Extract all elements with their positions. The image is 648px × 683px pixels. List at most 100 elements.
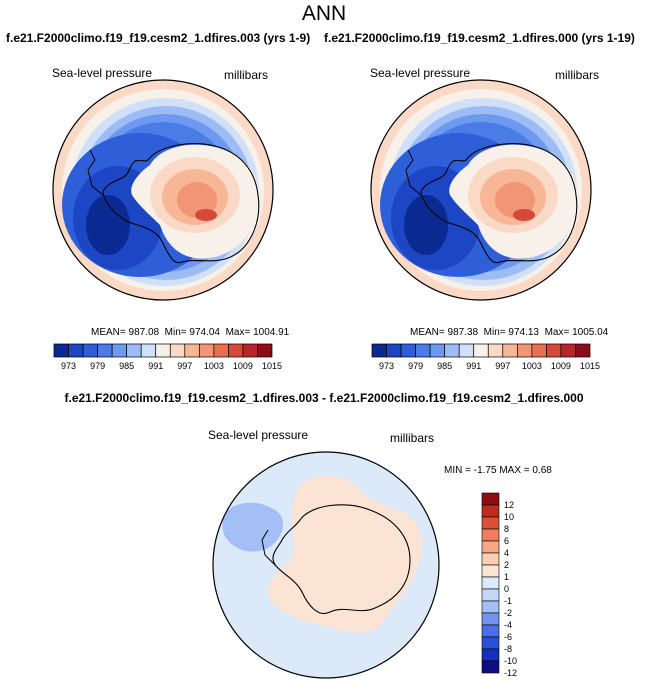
panel-1-max-label: Max= xyxy=(225,327,251,338)
panel-1-colorbar-box xyxy=(169,343,186,358)
panel-1-colorbar-tick-label: 979 xyxy=(90,361,105,371)
diff-colorbar-box xyxy=(481,492,500,506)
panel-1-colorbar-tick-label: 973 xyxy=(61,361,76,371)
panel-1-title: f.e21.F2000climo.f19_f19.cesm2_1.dfires.… xyxy=(6,31,311,45)
diff-stats: MIN = -1.75 MAX = 0.68 xyxy=(444,465,552,476)
panel-2-colorbar-box xyxy=(371,343,387,358)
diff-colorbar-tick-label: 4 xyxy=(504,548,509,558)
panel-2-map-border xyxy=(370,79,592,301)
panel-2-colorbar-box xyxy=(546,343,562,358)
diff-colorbar-box xyxy=(481,504,500,518)
panel-2-stats: MEAN= 987.38 Min= 974.13 Max= 1005.04 xyxy=(410,327,608,338)
panel-1-map xyxy=(53,80,273,300)
diff-max-value: 0.68 xyxy=(532,465,552,476)
panel-2-max-label: Max= xyxy=(544,327,570,338)
panel-2-colorbar-box xyxy=(386,343,402,358)
diff-colorbar-tick-label: -2 xyxy=(504,608,512,618)
diff-variable-label: Sea-level pressure xyxy=(208,428,309,442)
panel-1-colorbar-box xyxy=(68,343,84,358)
panel-2-units-label: millibars xyxy=(555,68,600,82)
panel-1-colorbar-tick-label: 991 xyxy=(148,361,163,371)
panel-2-colorbar-box xyxy=(444,343,460,358)
panel-2-colorbar-tick-label: 985 xyxy=(437,361,452,371)
panel-2-colorbar-box xyxy=(429,343,446,358)
panel-2-colorbar-tick-label: 1003 xyxy=(522,361,542,371)
panel-2-colorbar-tick-label: 997 xyxy=(495,361,510,371)
diff-colorbar-tick-label: -4 xyxy=(504,620,512,630)
panel-1-high-core xyxy=(195,209,217,221)
diff-colorbar-tick-label: -8 xyxy=(504,644,512,654)
diff-colorbar-tick-label: 0 xyxy=(504,584,509,594)
panel-1-min-label: Min= xyxy=(164,327,187,338)
panel-2-colorbar-box xyxy=(531,343,547,358)
diff-colorbar-box xyxy=(481,648,500,662)
diff-min-label: MIN = xyxy=(444,465,471,476)
panel-1-colorbar: 973 979 985 991 997 1003 1009 1015 xyxy=(53,343,282,371)
panel-2-colorbar-box xyxy=(400,343,416,358)
panel-1-colorbar-tick-label: 1015 xyxy=(262,361,282,371)
page-title: ANN xyxy=(301,2,347,25)
diff-colorbar-tick-label: -1 xyxy=(504,596,512,606)
panel-2-variable-label: Sea-level pressure xyxy=(370,66,471,80)
panel-2-colorbar-box xyxy=(516,343,533,358)
panel-2-colorbar-tick-label: 1009 xyxy=(551,361,571,371)
panel-1-colorbar-box xyxy=(257,343,273,358)
diff-coastline xyxy=(272,504,411,614)
diff-colorbar-tick-label: 12 xyxy=(504,500,514,510)
diff-colorbar-tick-label: 2 xyxy=(504,560,509,570)
panel-1-colorbar-box xyxy=(198,343,215,358)
panel-2-max-value: 1005.04 xyxy=(572,327,609,338)
panel-1-max-value: 1004.91 xyxy=(253,327,290,338)
panel-2-title: f.e21.F2000climo.f19_f19.cesm2_1.dfires.… xyxy=(324,31,635,45)
panel-1-min-value: 974.04 xyxy=(189,327,220,338)
panel-2-colorbar-tick-label: 979 xyxy=(408,361,423,371)
diff-colorbar-box xyxy=(481,540,500,554)
panel-2-colorbar-tick-label: 973 xyxy=(379,361,394,371)
panel-1-colorbar-box xyxy=(53,343,69,358)
panel-1-colorbar-box xyxy=(228,343,244,358)
panel-2-colorbar-tick-label: 991 xyxy=(466,361,481,371)
panel-1-colorbar-box xyxy=(242,343,258,358)
diff-positive-region xyxy=(268,475,423,633)
panel-2-colorbar-box xyxy=(473,343,489,358)
panel-1-coastline xyxy=(102,143,260,264)
panel-1-colorbar-tick-label: 985 xyxy=(119,361,134,371)
diff-map-border xyxy=(212,451,440,679)
diff-colorbar-tick-label: 10 xyxy=(504,512,514,522)
panel-1-colorbar-box xyxy=(126,343,142,358)
panel-2-mean-label: MEAN= xyxy=(410,327,445,338)
panel-1-colorbar-tick-label: 1009 xyxy=(233,361,253,371)
panel-1-mean-label: MEAN= xyxy=(91,327,126,338)
diff-colorbar-box xyxy=(481,636,500,650)
panel-1-peninsula xyxy=(87,149,105,197)
panel-2-colorbar-tick-label: 1015 xyxy=(580,361,600,371)
diff-colorbar-box xyxy=(481,660,500,674)
panel-1-high-3 xyxy=(177,182,217,218)
panel-1-mean-value: 987.08 xyxy=(128,327,160,338)
diff-colorbar-box xyxy=(481,564,500,578)
panel-2-mean-value: 987.38 xyxy=(447,327,479,338)
panel-1-colorbar-box xyxy=(184,343,200,358)
diff-colorbar-box xyxy=(481,576,500,590)
diff-colorbar-box xyxy=(481,516,500,530)
panel-2-colorbar-box xyxy=(560,343,576,358)
panel-2-coastline xyxy=(420,143,578,264)
diff-peninsula xyxy=(261,529,277,567)
panel-1-colorbar-box xyxy=(97,343,113,358)
panel-1-colorbar-box xyxy=(213,343,229,358)
panel-1-colorbar-box xyxy=(155,343,171,358)
diff-units-label: millibars xyxy=(390,431,435,445)
diff-panel-title: f.e21.F2000climo.f19_f19.cesm2_1.dfires.… xyxy=(64,391,584,405)
panel-2-min-label: Min= xyxy=(483,327,506,338)
panel-2-peninsula xyxy=(405,149,423,197)
diff-colorbar-tick-label: -10 xyxy=(504,656,517,666)
diff-colorbar-box xyxy=(481,612,500,626)
panel-1-amundsen-core xyxy=(86,195,130,255)
diff-map xyxy=(213,452,439,678)
diff-colorbar-tick-label: 8 xyxy=(504,524,509,534)
diff-colorbar-box xyxy=(481,588,500,602)
diff-colorbar-box xyxy=(481,600,500,614)
panel-1-colorbar-box xyxy=(111,343,128,358)
